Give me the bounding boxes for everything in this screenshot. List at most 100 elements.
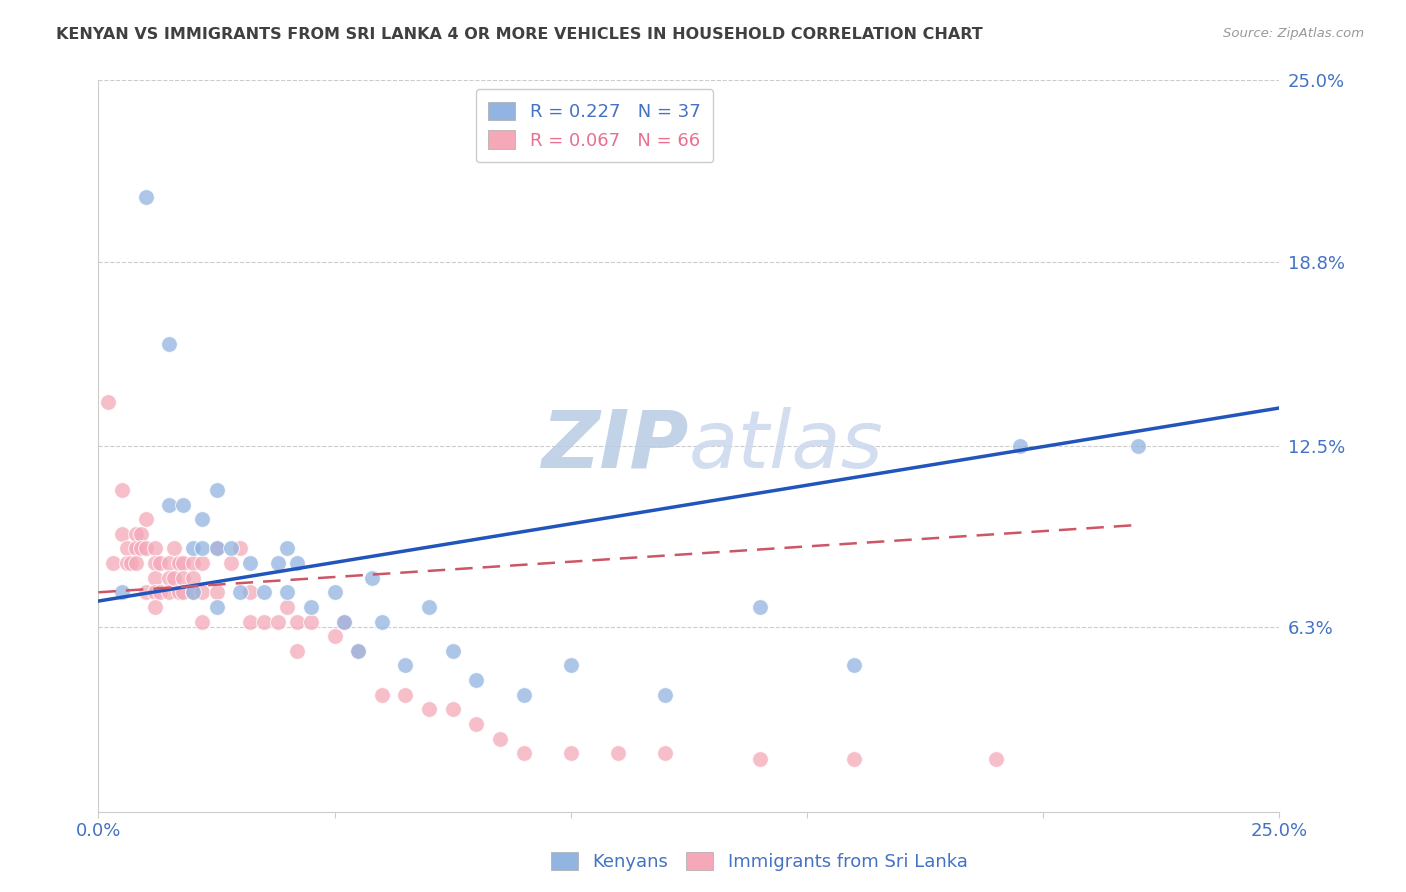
Point [748,599,770,614]
Point [299,615,322,629]
Point [1126,439,1149,453]
Point [253,615,276,629]
Point [172,498,194,512]
Point [143,571,166,585]
Point [418,599,440,614]
Point [560,746,582,760]
Point [172,571,194,585]
Point [394,688,416,702]
Point [157,498,180,512]
Point [560,658,582,673]
Point [267,556,290,570]
Point [121,556,143,570]
Point [465,717,488,731]
Point [267,615,290,629]
Point [205,541,228,556]
Point [191,512,214,526]
Point [181,585,204,599]
Point [285,615,308,629]
Point [253,585,276,599]
Point [115,556,138,570]
Point [239,585,262,599]
Point [172,556,194,570]
Point [323,629,346,643]
Point [135,512,157,526]
Point [167,585,190,599]
Point [149,585,172,599]
Point [125,541,148,556]
Point [984,752,1007,766]
Point [465,673,488,687]
Text: KENYAN VS IMMIGRANTS FROM SRI LANKA 4 OR MORE VEHICLES IN HOUSEHOLD CORRELATION : KENYAN VS IMMIGRANTS FROM SRI LANKA 4 OR… [56,27,983,42]
Point [157,336,180,351]
Point [394,658,416,673]
Point [748,752,770,766]
Point [418,702,440,716]
Point [191,541,214,556]
Point [844,658,866,673]
Point [125,526,148,541]
Point [149,556,172,570]
Point [347,644,370,658]
Point [219,541,242,556]
Point [97,395,120,409]
Point [111,526,134,541]
Point [172,585,194,599]
Legend: Kenyans, Immigrants from Sri Lanka: Kenyans, Immigrants from Sri Lanka [544,845,974,879]
Point [143,599,166,614]
Point [654,688,676,702]
Point [191,615,214,629]
Point [844,752,866,766]
Point [512,746,534,760]
Point [489,731,512,746]
Legend: R = 0.227   N = 37, R = 0.067   N = 66: R = 0.227 N = 37, R = 0.067 N = 66 [475,89,713,162]
Point [371,615,394,629]
Point [299,599,322,614]
Point [654,746,676,760]
Point [181,541,204,556]
Point [167,556,190,570]
Point [371,688,394,702]
Point [219,556,242,570]
Point [129,541,152,556]
Point [441,644,464,658]
Point [129,526,152,541]
Point [347,644,370,658]
Point [1008,439,1031,453]
Point [276,541,298,556]
Point [229,585,252,599]
Point [157,585,180,599]
Point [163,541,186,556]
Text: atlas: atlas [689,407,884,485]
Point [163,571,186,585]
Point [143,556,166,570]
Point [135,585,157,599]
Point [125,556,148,570]
Point [512,688,534,702]
Point [181,556,204,570]
Point [143,585,166,599]
Point [361,571,384,585]
Point [135,190,157,204]
Point [333,615,356,629]
Text: ZIP: ZIP [541,407,689,485]
Point [181,571,204,585]
Point [333,615,356,629]
Point [285,556,308,570]
Point [101,556,124,570]
Point [191,556,214,570]
Point [323,585,346,599]
Point [239,615,262,629]
Text: Source: ZipAtlas.com: Source: ZipAtlas.com [1223,27,1364,40]
Point [441,702,464,716]
Point [115,541,138,556]
Point [191,585,214,599]
Point [205,599,228,614]
Point [285,644,308,658]
Point [111,483,134,497]
Point [607,746,630,760]
Point [143,541,166,556]
Point [276,599,298,614]
Point [181,585,204,599]
Point [205,541,228,556]
